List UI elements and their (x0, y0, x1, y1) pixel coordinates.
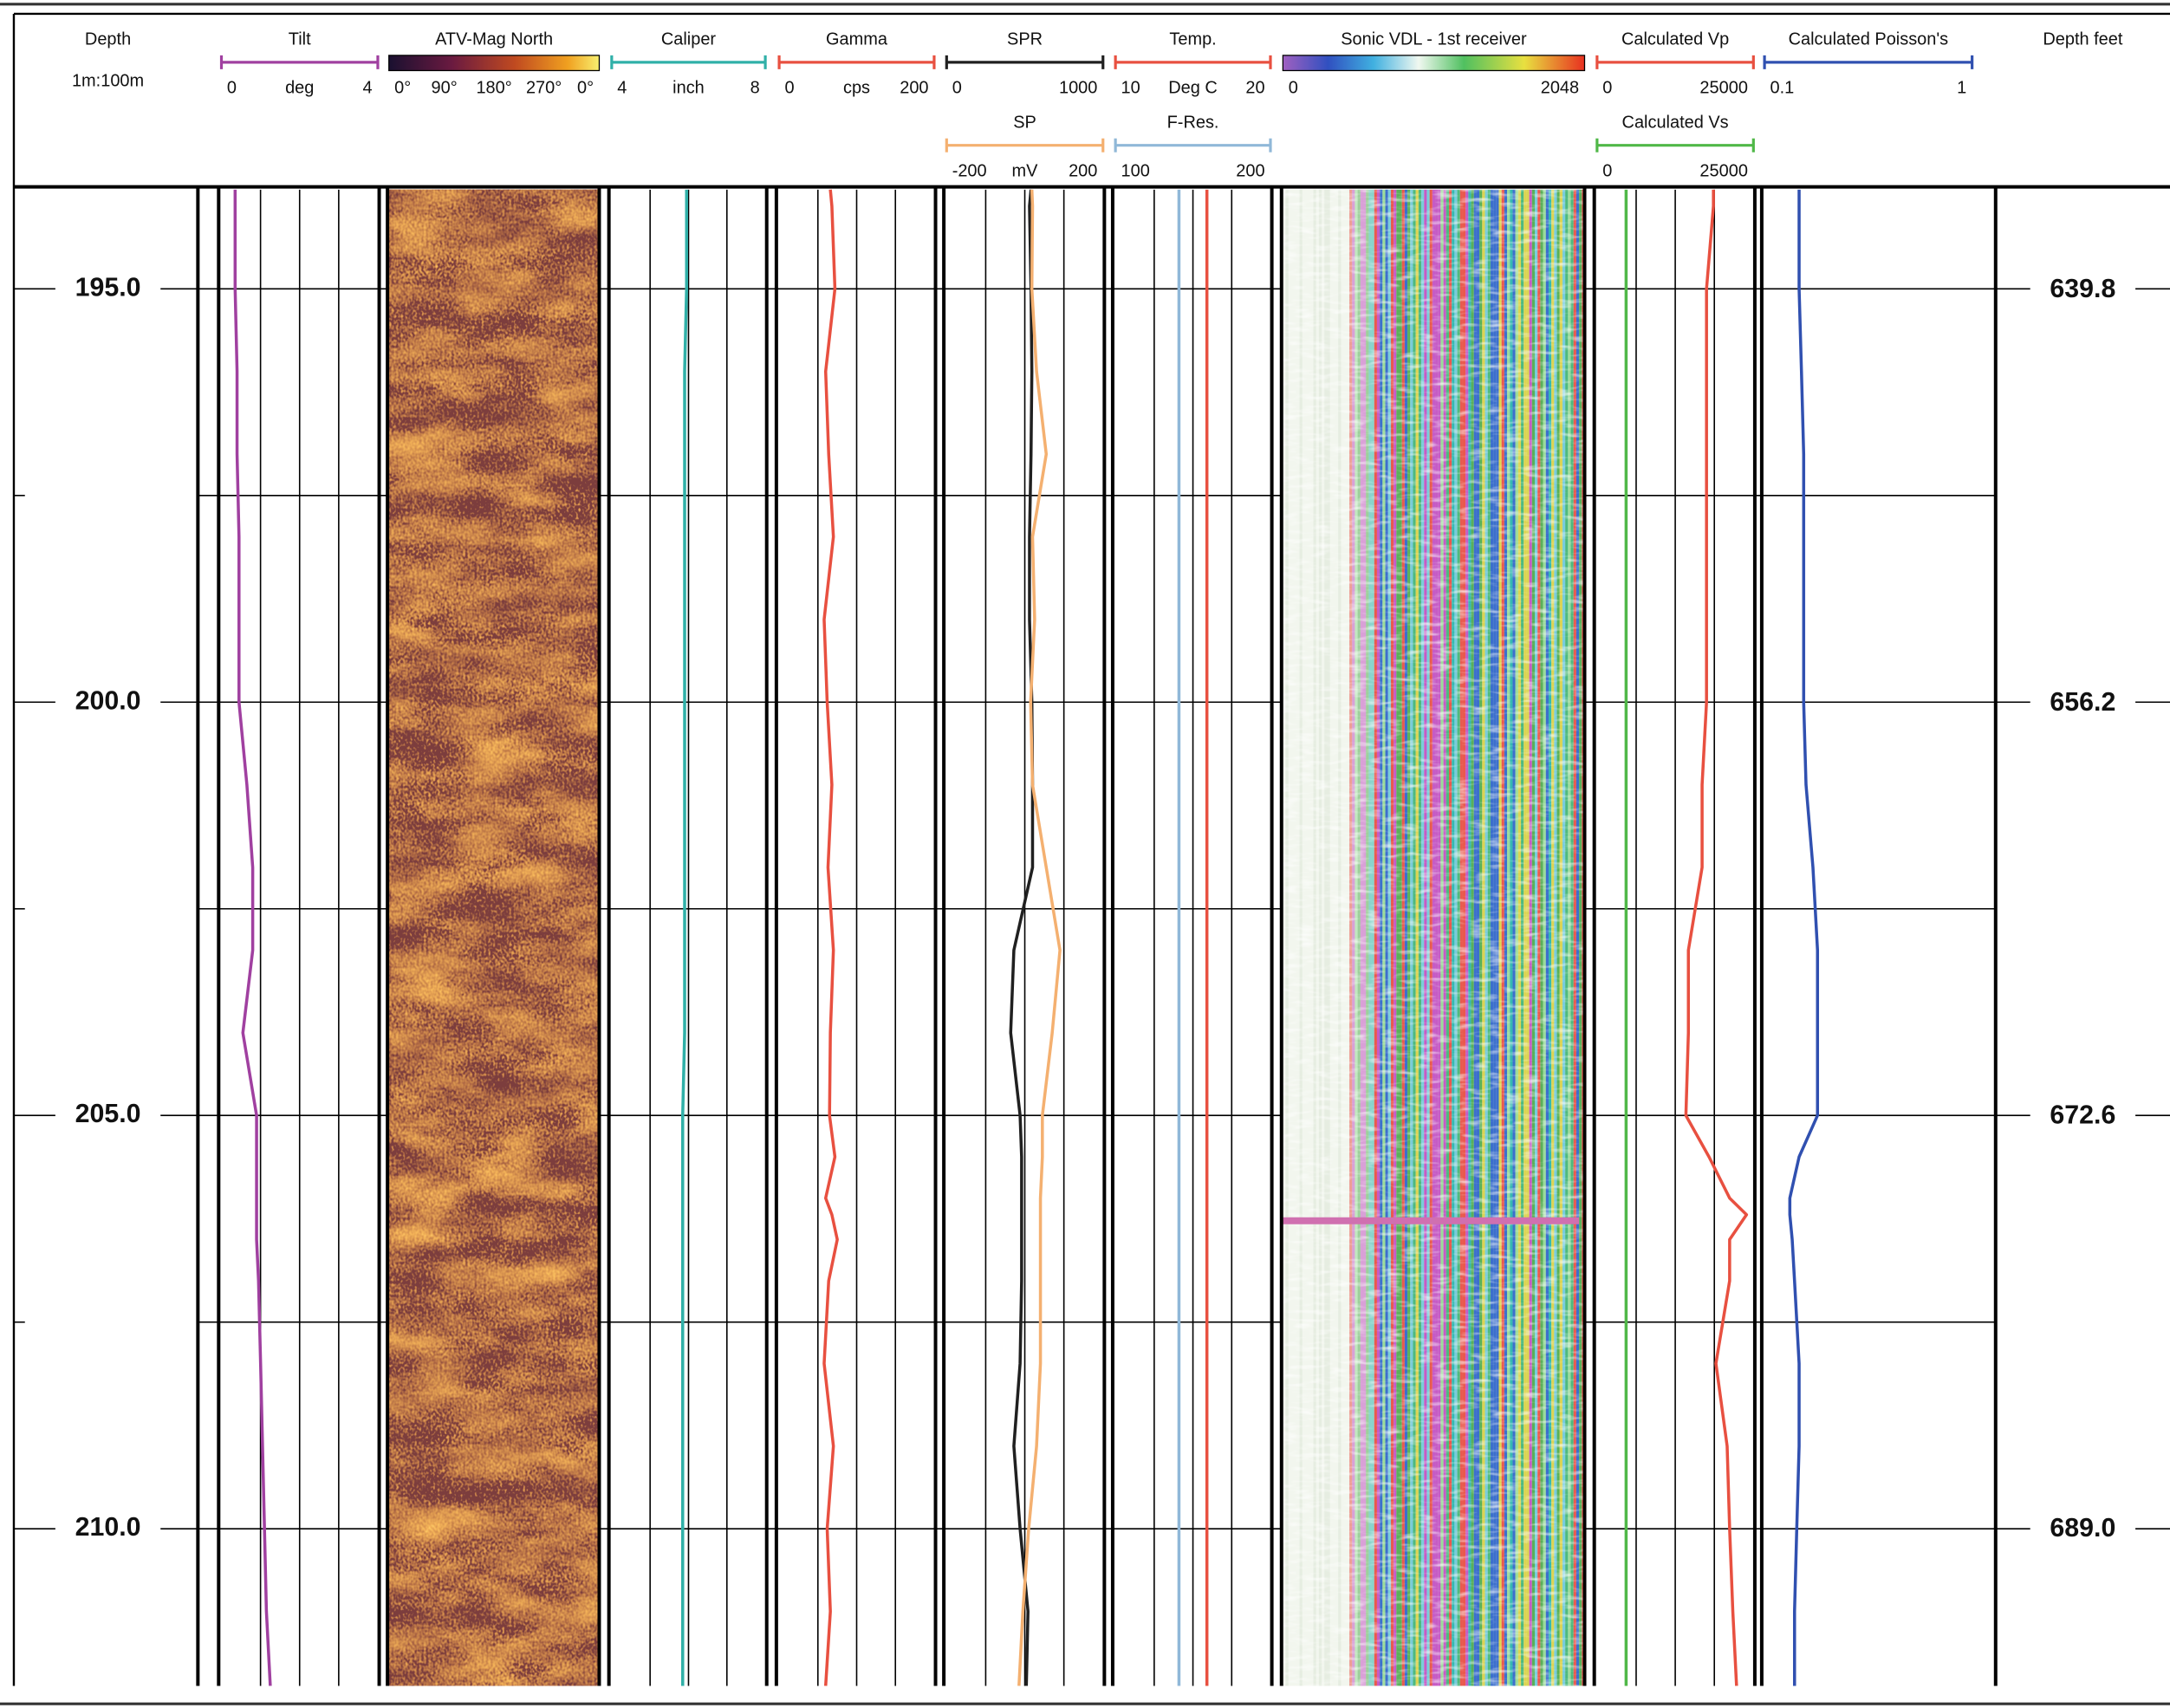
curve-title: SP (1013, 113, 1036, 132)
log-curve (233, 189, 272, 1686)
log-curve (822, 189, 839, 1686)
log-curve (681, 189, 688, 1686)
depth-label: 205.0 (75, 1100, 141, 1128)
depth-label: 210.0 (75, 1513, 141, 1542)
scale-min: 0 (1289, 78, 1298, 97)
feet-label: 656.2 (2050, 688, 2115, 717)
scale-max: 2048 (1541, 78, 1579, 97)
curve-title: Calculated Vp (1621, 30, 1729, 49)
curve-title: F-Res. (1167, 113, 1219, 132)
scale-max: 200 (1069, 161, 1097, 180)
scale-unit: inch (672, 78, 705, 97)
scale-max: 20 (1245, 78, 1264, 97)
scale-max: 25000 (1699, 78, 1747, 97)
depth-title: Depth (85, 30, 131, 49)
scale-max: 8 (750, 78, 760, 97)
feet-label: 672.6 (2050, 1101, 2115, 1130)
scale-label: 270° (526, 78, 562, 97)
scale-max: 1000 (1059, 78, 1097, 97)
curve-title: Caliper (661, 30, 717, 49)
label-bg (55, 685, 161, 719)
scale-min: 0 (1602, 161, 1612, 180)
log-curve (1017, 189, 1062, 1686)
scale-unit: Deg C (1168, 78, 1218, 97)
color-bar (388, 55, 601, 72)
scale-max: 25000 (1699, 161, 1747, 180)
scale-unit: cps (843, 78, 870, 97)
log-curve (1788, 189, 1820, 1686)
scale-min: 100 (1121, 161, 1150, 180)
scale-label: 0° (577, 78, 594, 97)
label-bg (55, 1512, 161, 1546)
scale-max: 200 (900, 78, 928, 97)
scale-label: 180° (476, 78, 511, 97)
scale-min: 0 (227, 78, 237, 97)
scale-min: 0.1 (1770, 78, 1794, 97)
depth-scale: 1m:100m (72, 72, 144, 91)
curve-title: Temp. (1169, 30, 1216, 49)
scale-min: 10 (1121, 78, 1140, 97)
feet-title: Depth feet (2043, 30, 2123, 49)
scale-max: 4 (362, 78, 372, 97)
scale-unit: deg (285, 78, 314, 97)
scale-min: 4 (617, 78, 627, 97)
feet-label: 639.8 (2050, 275, 2115, 303)
scale-min: 0 (784, 78, 794, 97)
label-bg (55, 272, 161, 306)
scale-unit: mV (1012, 161, 1039, 180)
track-title: ATV-Mag North (435, 30, 553, 49)
depth-label: 195.0 (75, 273, 141, 302)
label-bg (2030, 1513, 2136, 1547)
label-bg (2030, 686, 2136, 720)
curve-title: Tilt (289, 30, 311, 49)
scale-min: 0 (1602, 78, 1612, 97)
curve-title: Gamma (826, 30, 888, 49)
curve-title: Calculated Vs (1622, 113, 1729, 132)
track-title: Sonic VDL - 1st receiver (1341, 30, 1527, 49)
feet-label: 689.0 (2050, 1514, 2115, 1542)
scale-label: 90° (432, 78, 458, 97)
scale-max: 200 (1236, 161, 1264, 180)
label-bg (2030, 1100, 2136, 1133)
atv-image (388, 189, 600, 1686)
curve-title: Calculated Poisson's (1789, 30, 1949, 49)
label-bg (55, 1099, 161, 1133)
color-bar (1282, 55, 1586, 72)
scale-min: 0 (952, 78, 962, 97)
scale-min: -200 (952, 161, 987, 180)
scale-label: 0° (394, 78, 411, 97)
vdl-texture (1283, 189, 1585, 1686)
curve-title: SPR (1007, 30, 1043, 49)
log-curve (1684, 189, 1749, 1686)
scale-max: 1 (1957, 78, 1966, 97)
label-bg (2030, 273, 2136, 308)
depth-label: 200.0 (75, 686, 141, 715)
log-curve (1009, 189, 1035, 1686)
